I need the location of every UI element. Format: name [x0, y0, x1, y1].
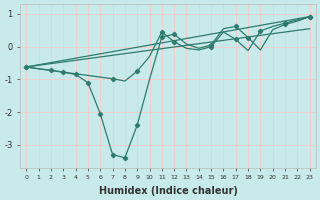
X-axis label: Humidex (Indice chaleur): Humidex (Indice chaleur)	[99, 186, 237, 196]
